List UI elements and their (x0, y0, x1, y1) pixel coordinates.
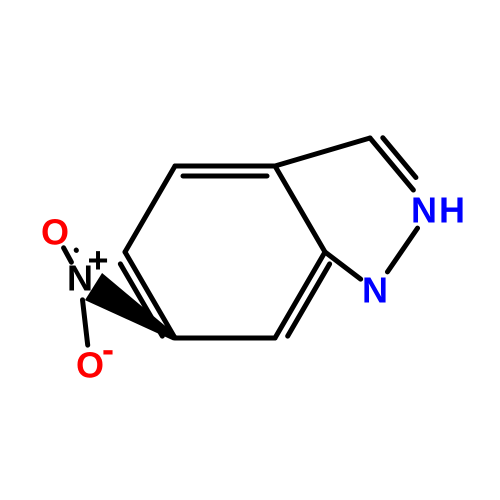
atom-n2: N (362, 270, 388, 311)
atom-n1: N (411, 190, 437, 231)
charge-nx: + (87, 240, 108, 281)
molecule-diagram: NHNN+OO- (0, 0, 500, 500)
atom-o2: O (76, 345, 104, 386)
charge-o2: - (102, 329, 114, 370)
atom-n1-h: H (439, 190, 465, 231)
atom-o1: O (41, 212, 69, 253)
